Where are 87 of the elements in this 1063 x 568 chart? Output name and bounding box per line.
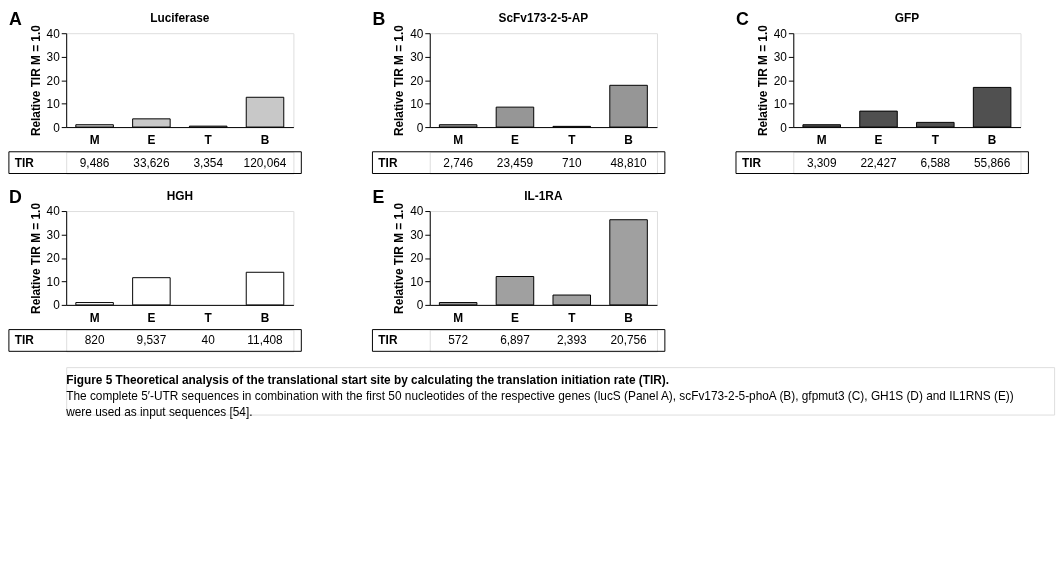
y-tick-label: 30 [773,50,788,65]
chart-title: HGH [166,189,193,204]
x-tick-label: M [89,133,100,148]
text: 820 [84,333,105,348]
text: TIR [14,333,35,348]
x-tick-label: T [204,133,213,148]
y-tick-label: 30 [46,227,61,242]
x-tick-label: T [568,133,577,148]
text: 23,459 [496,155,534,170]
caption: Figure 5 Theoretical analysis of the translational start site by calculating the translation initiation rate (TIR). [66,372,670,387]
text: 20,756 [610,333,648,348]
text: 2,393 [556,333,587,348]
x-tick-label: M [816,133,827,148]
x-tick-label: M [453,311,464,326]
y-tick-label: 0 [53,298,61,313]
text: 55,866 [974,155,1011,170]
text: 572 [448,333,469,348]
text: 22,427 [860,155,897,170]
y-tick-label: 0 [780,120,788,135]
text: 6,897 [500,333,530,348]
x-tick-label: B [260,133,270,148]
y-tick-label: 40 [46,204,61,219]
text: 2,746 [443,155,474,170]
y-axis-title: Relative TIR M = 1.0 [28,24,43,137]
text: 120,064 [243,155,287,170]
y-tick-label: 0 [416,298,424,313]
text: 11,408 [247,333,284,348]
text: 710 [561,155,583,170]
text: E [372,187,385,208]
y-tick-label: 20 [46,73,61,88]
y-tick-label: 10 [46,97,61,112]
y-tick-label: 10 [410,274,424,289]
y-axis-title: Relative TIR M = 1.0 [392,24,407,137]
text: 9,537 [136,333,167,348]
text: TIR [378,333,398,348]
x-tick-label: E [147,311,156,326]
y-tick-label: 40 [410,204,424,219]
x-tick-label: T [568,311,577,326]
chart-title: IL-1RA [524,189,563,204]
text: C [736,9,749,30]
chart-title: GFP [894,11,920,26]
y-tick-label: 40 [46,26,61,41]
text: B [372,9,386,30]
y-tick-label: 20 [410,73,424,88]
text: 48,810 [610,155,648,170]
text: The complete 5′-UTR sequences in combination with the first 50 nucleotides of the respective genes (lucS (Panel A), scFv173-2-5-phoA (B), gfpmut3 (C), GH1S (D) and IL1RNS (E)) were used as input sequences [54]. [65,388,1014,419]
text: 3,309 [806,155,837,170]
text: A [8,9,22,30]
text: 3,354 [193,155,224,170]
y-tick-label: 10 [773,97,788,112]
x-tick-label: M [453,133,464,148]
x-tick-label: E [511,311,519,326]
y-tick-label: 20 [410,251,424,266]
text: 6,588 [920,155,951,170]
x-tick-label: B [624,311,634,326]
x-tick-label: B [260,311,270,326]
text: TIR [14,155,35,170]
chart-title: ScFv173-2-5-AP [498,11,589,26]
y-tick-label: 0 [53,120,61,135]
x-tick-label: E [874,133,883,148]
y-tick-label: 20 [773,73,788,88]
text: TIR [741,155,762,170]
x-tick-label: E [147,133,156,148]
text: D [8,187,22,208]
x-tick-label: T [204,311,213,326]
text: TIR [378,155,398,170]
y-tick-label: 0 [416,120,424,135]
y-tick-label: 40 [410,26,424,41]
y-axis-title: Relative TIR M = 1.0 [392,202,407,314]
text: 40 [201,333,216,348]
y-tick-label: 40 [773,26,788,41]
x-tick-label: T [931,133,940,148]
x-tick-label: B [624,133,634,148]
text: 33,626 [133,155,170,170]
y-axis-title: Relative TIR M = 1.0 [28,202,43,314]
x-tick-label: M [89,311,100,326]
y-tick-label: 30 [410,50,424,65]
chart-title: Luciferase [150,11,210,26]
y-tick-label: 30 [410,227,424,242]
y-tick-label: 30 [46,50,61,65]
x-tick-label: B [987,133,997,148]
y-tick-label: 10 [410,97,424,112]
text: 9,486 [79,155,110,170]
y-axis-title: Relative TIR M = 1.0 [755,24,770,137]
x-tick-label: E [511,133,519,148]
y-tick-label: 10 [46,274,61,289]
y-tick-label: 20 [46,251,61,266]
